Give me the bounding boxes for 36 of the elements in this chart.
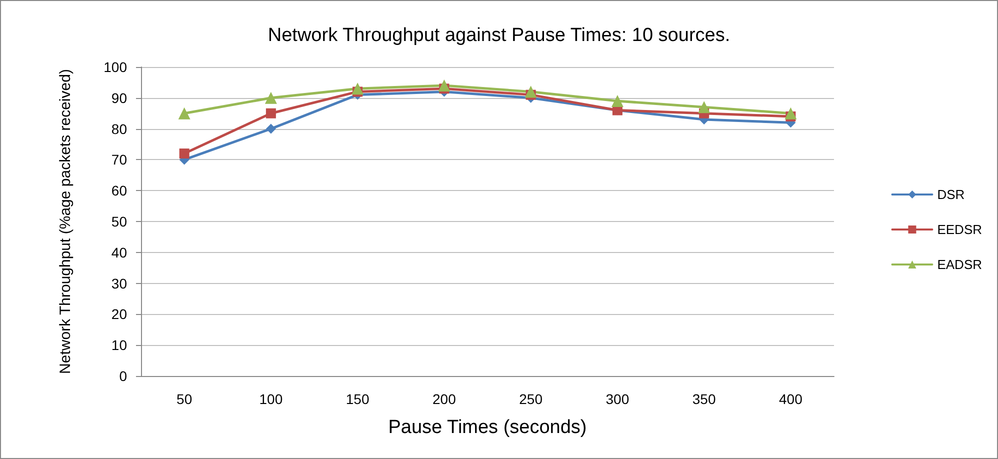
x-tick-label: 100 bbox=[259, 391, 283, 407]
legend-label: EEDSR bbox=[937, 222, 982, 237]
x-tick-label: 50 bbox=[176, 391, 192, 407]
y-tick-label: 60 bbox=[111, 182, 128, 199]
point bbox=[178, 107, 190, 120]
x-axis-title: Pause Times (seconds) bbox=[388, 417, 587, 438]
y-tick-label: 50 bbox=[111, 214, 128, 230]
point bbox=[352, 82, 364, 95]
point bbox=[179, 148, 190, 159]
x-tick-label: 250 bbox=[519, 391, 543, 407]
y-tick-label: 30 bbox=[111, 275, 128, 292]
y-tick-label: 70 bbox=[111, 152, 128, 168]
y-tick-label: 100 bbox=[104, 59, 128, 75]
point bbox=[266, 124, 276, 134]
point bbox=[784, 107, 797, 120]
legend-label: DSR bbox=[937, 187, 965, 202]
point bbox=[438, 80, 450, 92]
chart-title: Network Throughput against Pause Times: 10 sources. bbox=[268, 25, 730, 46]
y-tick-label: 0 bbox=[119, 368, 128, 384]
x-tick-label: 200 bbox=[432, 391, 456, 407]
x-tick-label: 150 bbox=[346, 391, 370, 407]
point bbox=[266, 108, 276, 118]
x-tick-label: 400 bbox=[779, 391, 803, 407]
point bbox=[264, 92, 277, 104]
y-tick-label: 80 bbox=[111, 120, 128, 137]
y-tick-label: 40 bbox=[111, 244, 128, 260]
y-axis-title: Network Throughput (%age packets received) bbox=[57, 69, 74, 374]
y-tick-label: 20 bbox=[111, 306, 128, 322]
x-tick-label: 350 bbox=[692, 391, 716, 407]
y-tick-label: 90 bbox=[111, 90, 128, 106]
point bbox=[524, 86, 537, 98]
point bbox=[698, 101, 710, 114]
x-tick-label: 300 bbox=[606, 391, 630, 407]
legend-label: EADSR bbox=[937, 257, 982, 272]
y-tick-label: 10 bbox=[111, 337, 128, 354]
point bbox=[611, 94, 624, 107]
